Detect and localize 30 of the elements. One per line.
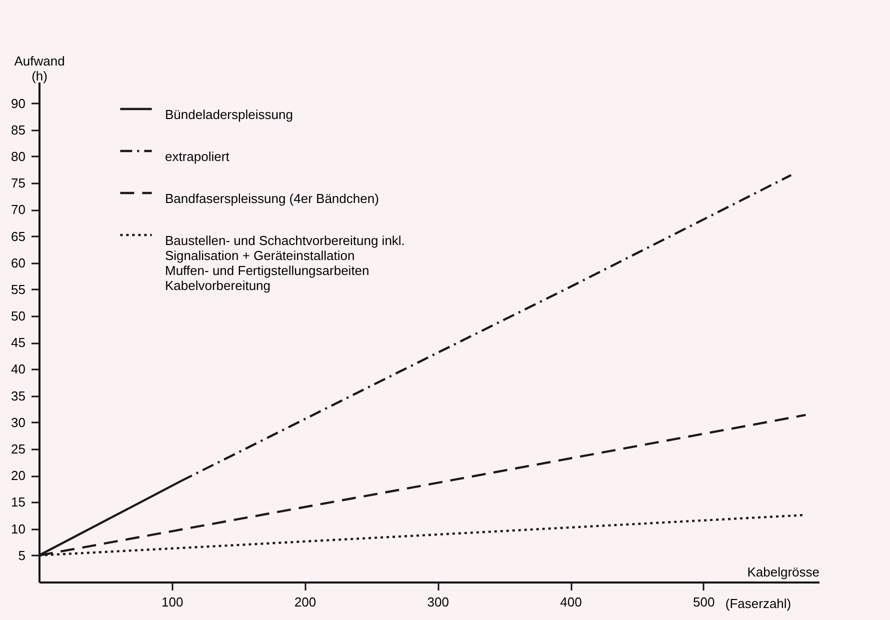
x-tick-label: 500: [693, 594, 715, 610]
x-tick-label: 100: [162, 594, 184, 610]
y-tick-label: 75: [11, 176, 26, 191]
y-tick-label: 15: [11, 494, 26, 510]
text: (Faserzahl): [725, 596, 792, 611]
y-tick-label: 60: [11, 255, 26, 270]
x-tick-label: 200: [294, 594, 316, 610]
y-axis-title: Aufwand (h): [14, 54, 65, 84]
y-tick-label: 90: [11, 96, 26, 111]
y-tick-label: 80: [11, 148, 26, 164]
y-tick-label: 65: [11, 228, 26, 244]
legend-label: extrapoliert: [165, 149, 230, 164]
y-tick-label: 35: [11, 388, 26, 404]
y-tick-label: 20: [11, 468, 26, 484]
legend-label: Bandfaserspleissung (4er Bändchen): [165, 191, 379, 206]
x-tick-label: 300: [427, 594, 449, 610]
y-tick-label: 45: [11, 335, 26, 350]
y-tick-label: 70: [11, 202, 26, 218]
legend-label: Bündeladerspleissung: [165, 107, 293, 122]
legend-label: Baustellen- und Schachtvorbereitung inkl. Signalisation + Geräteinstallation Muffen- und Fertigstellungsarbeiten Kabelvorbereitung: [165, 233, 405, 293]
x-tick-label: 400: [560, 594, 582, 610]
y-tick-label: 50: [11, 308, 26, 324]
y-tick-label: 55: [11, 282, 26, 297]
y-tick-label: 25: [11, 442, 26, 457]
y-tick-label: 5: [18, 548, 26, 563]
y-tick-label: 10: [11, 521, 26, 536]
x-axis-title: Kabelgrösse: [747, 564, 820, 580]
y-tick-label: 40: [11, 362, 26, 377]
y-tick-label: 30: [11, 414, 26, 430]
y-tick-label: 85: [11, 122, 26, 138]
